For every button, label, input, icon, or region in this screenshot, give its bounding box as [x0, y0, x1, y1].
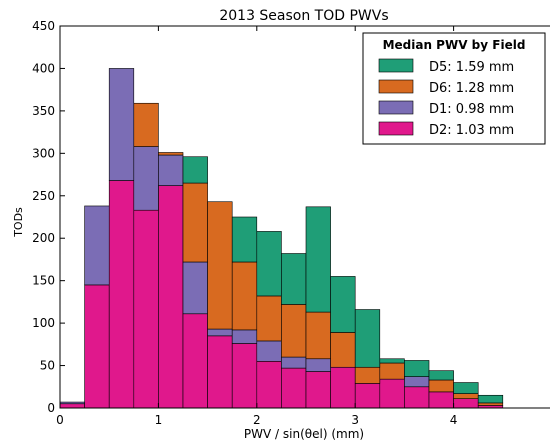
legend: Median PWV by Field D5: 1.59 mm D6: 1.28 m…: [362, 32, 546, 145]
bar-series-0-bin-10: [305, 371, 331, 409]
x-tick-label-1: 1: [155, 413, 163, 427]
bar-series-3-bin-15: [428, 370, 454, 381]
bar-series-2-bin-4: [158, 152, 184, 156]
bars-group: [59, 68, 504, 409]
bar-series-1-bin-2: [108, 68, 135, 181]
legend-label-3: D2: 1.03 mm: [429, 123, 514, 138]
bar-series-3-bin-11: [330, 276, 356, 333]
bar-series-2-bin-11: [330, 332, 356, 368]
bar-series-2-bin-10: [305, 311, 331, 360]
y-tick-label-6: 300: [32, 146, 55, 160]
bar-series-1-bin-6: [207, 328, 233, 337]
bar-series-0-bin-9: [281, 367, 307, 409]
y-tick-label-5: 250: [32, 189, 55, 203]
y-tick-label-8: 400: [32, 61, 55, 75]
bar-series-1-bin-7: [231, 329, 258, 344]
bar-series-2-bin-17: [477, 402, 504, 406]
bar-series-1-bin-0: [59, 401, 85, 405]
bar-series-0-bin-7: [231, 343, 258, 409]
bar-series-2-bin-12: [354, 366, 381, 384]
bar-series-1-bin-1: [84, 205, 110, 286]
bar-series-3-bin-8: [256, 231, 282, 297]
bar-series-1-bin-9: [281, 356, 307, 369]
y-tick-label-9: 450: [32, 19, 55, 33]
bar-series-2-bin-9: [281, 304, 307, 358]
y-axis-label: TODs: [12, 207, 25, 238]
x-tick-label-3: 3: [351, 413, 359, 427]
legend-title: Median PWV by Field: [383, 38, 526, 52]
bar-series-3-bin-5: [182, 156, 208, 184]
bar-series-2-bin-16: [453, 393, 479, 399]
ticks-group: 0 1 2 3 4 0 50 100 150 200 250 300 350 400 450: [32, 19, 457, 427]
y-tick-label-1: 50: [40, 359, 55, 373]
bar-series-2-bin-7: [231, 261, 258, 331]
legend-swatch-0: [378, 58, 414, 73]
y-tick-label-4: 200: [32, 231, 55, 245]
bar-series-0-bin-14: [404, 386, 430, 409]
legend-swatch-2: [378, 100, 414, 115]
bar-series-2-bin-15: [428, 379, 454, 393]
y-tick-label-7: 350: [32, 104, 55, 118]
bar-series-2-bin-13: [379, 362, 405, 380]
y-tick-label-2: 100: [32, 316, 55, 330]
bar-series-0-bin-11: [330, 366, 356, 409]
bar-series-2-bin-6: [207, 201, 233, 330]
bar-series-2-bin-3: [133, 102, 159, 147]
x-axis-label: PWV / sin(θel) (mm): [244, 427, 364, 441]
bar-series-3-bin-10: [305, 206, 331, 313]
bar-series-3-bin-7: [231, 216, 258, 263]
bar-series-0-bin-0: [59, 403, 85, 409]
bar-series-0-bin-2: [108, 180, 135, 409]
bar-series-2-bin-5: [182, 182, 208, 263]
y-tick-label-3: 150: [32, 274, 55, 288]
chart-title: 2013 Season TOD PWVs: [219, 8, 388, 24]
legend-label-0: D5: 1.59 mm: [429, 60, 514, 75]
bar-series-1-bin-5: [182, 261, 208, 315]
bar-series-1-bin-4: [158, 154, 184, 186]
legend-swatch-1: [378, 79, 414, 94]
x-tick-label-4: 4: [450, 413, 458, 427]
bar-series-1-bin-10: [305, 358, 331, 372]
bar-series-1-bin-8: [256, 340, 282, 362]
y-tick-label-0: 0: [47, 401, 55, 415]
bar-series-0-bin-16: [453, 398, 479, 409]
bar-series-3-bin-12: [354, 309, 381, 368]
x-tick-label-2: 2: [253, 413, 261, 427]
legend-swatch-3: [378, 121, 414, 136]
plot-frame: [59, 25, 550, 409]
bar-series-0-bin-12: [354, 383, 381, 409]
bar-series-2-bin-8: [256, 295, 282, 342]
legend-label-2: D1: 0.98 mm: [429, 102, 514, 117]
bar-series-1-bin-14: [404, 376, 430, 388]
bar-series-0-bin-8: [256, 361, 282, 409]
bar-series-0-bin-5: [182, 313, 208, 409]
bar-series-0-bin-13: [379, 378, 405, 409]
x-tick-label-0: 0: [56, 413, 64, 427]
bar-series-3-bin-14: [404, 360, 430, 377]
bar-series-0-bin-15: [428, 391, 454, 409]
bar-series-0-bin-4: [158, 185, 184, 409]
bar-series-0-bin-3: [133, 209, 159, 409]
bar-series-3-bin-16: [453, 382, 479, 394]
legend-label-1: D6: 1.28 mm: [429, 81, 514, 96]
bar-series-0-bin-1: [84, 284, 110, 409]
bar-series-3-bin-17: [477, 394, 504, 404]
bar-series-3-bin-9: [281, 253, 307, 305]
bar-series-1-bin-3: [133, 146, 159, 211]
bar-series-0-bin-6: [207, 335, 233, 409]
bar-series-3-bin-13: [379, 358, 405, 364]
